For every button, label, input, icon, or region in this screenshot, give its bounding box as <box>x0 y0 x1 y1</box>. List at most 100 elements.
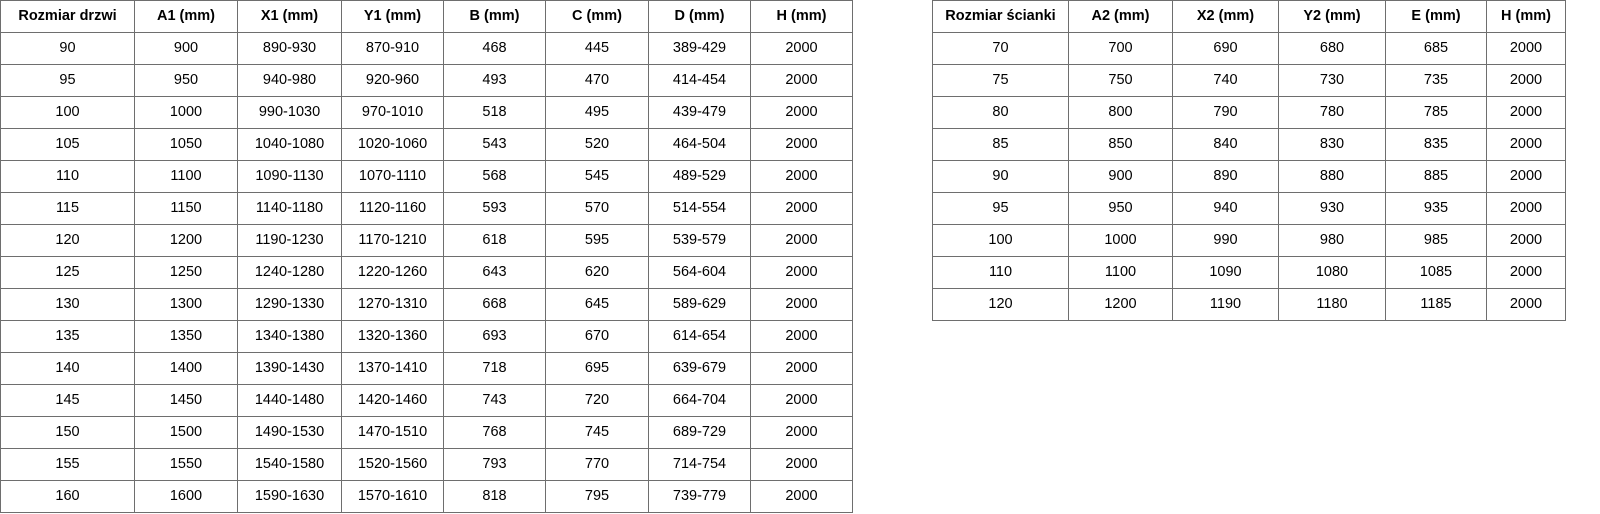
table-cell: 2000 <box>750 256 853 289</box>
door-column-header: D (mm) <box>648 0 751 33</box>
table-cell: 785 <box>1385 96 1487 129</box>
table-cell: 835 <box>1385 128 1487 161</box>
table-cell: 850 <box>1068 128 1173 161</box>
table-cell: 840 <box>1172 128 1279 161</box>
table-cell: 730 <box>1278 64 1386 97</box>
door-size-table: Rozmiar drzwi A1 (mm) X1 (mm) Y1 (mm) B (mm)… <box>0 0 853 513</box>
table-cell: 95 <box>0 64 135 97</box>
table-cell: 100 <box>0 96 135 129</box>
table-cell: 750 <box>1068 64 1173 97</box>
table-cell: 120 <box>932 288 1069 321</box>
table-cell: 439-479 <box>648 96 751 129</box>
table-cell: 110 <box>0 160 135 193</box>
wall-column-header: X2 (mm) <box>1172 0 1279 33</box>
table-cell: 105 <box>0 128 135 161</box>
table-row: 135 1350 1340-1380 1320-1360 693 670 614-654 20… <box>0 320 853 353</box>
table-cell: 950 <box>1068 192 1173 225</box>
table-cell: 155 <box>0 448 135 481</box>
table-cell: 695 <box>545 352 649 385</box>
table-row: 95 950 940 930 935 2000 <box>932 192 1566 225</box>
table-cell: 1490-1530 <box>237 416 342 449</box>
table-cell: 135 <box>0 320 135 353</box>
table-cell: 2000 <box>750 64 853 97</box>
door-column-header: X1 (mm) <box>237 0 342 33</box>
wall-column-header: E (mm) <box>1385 0 1487 33</box>
table-cell: 160 <box>0 480 135 513</box>
table-cell: 940-980 <box>237 64 342 97</box>
table-cell: 120 <box>0 224 135 257</box>
table-cell: 1440-1480 <box>237 384 342 417</box>
table-cell: 2000 <box>750 448 853 481</box>
table-cell: 2000 <box>750 384 853 417</box>
door-column-header: H (mm) <box>750 0 853 33</box>
table-cell: 670 <box>545 320 649 353</box>
table-cell: 2000 <box>1486 160 1566 193</box>
table-cell: 1370-1410 <box>341 352 444 385</box>
table-cell: 539-579 <box>648 224 751 257</box>
table-cell: 70 <box>932 32 1069 65</box>
table-cell: 2000 <box>1486 224 1566 257</box>
table-cell: 1040-1080 <box>237 128 342 161</box>
table-cell: 950 <box>134 64 238 97</box>
table-cell: 1050 <box>134 128 238 161</box>
table-row: 150 1500 1490-1530 1470-1510 768 745 689-729 20… <box>0 416 853 449</box>
table-cell: 1170-1210 <box>341 224 444 257</box>
table-cell: 740 <box>1172 64 1279 97</box>
wall-size-table: Rozmiar ścianki A2 (mm) X2 (mm) Y2 (mm) E (m… <box>932 0 1566 321</box>
table-cell: 568 <box>443 160 546 193</box>
table-cell: 2000 <box>750 480 853 513</box>
table-cell: 85 <box>932 128 1069 161</box>
table-cell: 890-930 <box>237 32 342 65</box>
table-row: 95 950 940-980 920-960 493 470 414-454 2000 <box>0 64 853 97</box>
table-row: 100 1000 990-1030 970-1010 518 495 439-479 2000 <box>0 96 853 129</box>
table-cell: 1340-1380 <box>237 320 342 353</box>
table-cell: 1220-1260 <box>341 256 444 289</box>
table-cell: 1540-1580 <box>237 448 342 481</box>
table-cell: 520 <box>545 128 649 161</box>
table-cell: 680 <box>1278 32 1386 65</box>
door-column-header: B (mm) <box>443 0 546 33</box>
table-cell: 570 <box>545 192 649 225</box>
table-cell: 620 <box>545 256 649 289</box>
table-cell: 2000 <box>750 160 853 193</box>
table-row: 120 1200 1190-1230 1170-1210 618 595 539-579 20… <box>0 224 853 257</box>
table-row: 125 1250 1240-1280 1220-1260 643 620 564-604 20… <box>0 256 853 289</box>
table-cell: 125 <box>0 256 135 289</box>
table-cell: 735 <box>1385 64 1487 97</box>
table-cell: 2000 <box>750 128 853 161</box>
table-cell: 900 <box>1068 160 1173 193</box>
table-cell: 1200 <box>134 224 238 257</box>
table-cell: 990 <box>1172 224 1279 257</box>
wall-column-header: Rozmiar ścianki <box>932 0 1069 33</box>
table-cell: 2000 <box>1486 96 1566 129</box>
table-cell: 980 <box>1278 224 1386 257</box>
table-cell: 1070-1110 <box>341 160 444 193</box>
table-row: 155 1550 1540-1580 1520-1560 793 770 714-754 20… <box>0 448 853 481</box>
table-cell: 685 <box>1385 32 1487 65</box>
table-cell: 800 <box>1068 96 1173 129</box>
table-cell: 1570-1610 <box>341 480 444 513</box>
wall-table-header: Rozmiar ścianki A2 (mm) X2 (mm) Y2 (mm) E (m… <box>932 0 1566 33</box>
table-cell: 1320-1360 <box>341 320 444 353</box>
table-cell: 614-654 <box>648 320 751 353</box>
table-cell: 130 <box>0 288 135 321</box>
table-cell: 1190-1230 <box>237 224 342 257</box>
table-cell: 445 <box>545 32 649 65</box>
door-column-header: C (mm) <box>545 0 649 33</box>
table-cell: 1080 <box>1278 256 1386 289</box>
table-cell: 468 <box>443 32 546 65</box>
table-cell: 668 <box>443 288 546 321</box>
door-table-header: Rozmiar drzwi A1 (mm) X1 (mm) Y1 (mm) B (mm)… <box>0 0 853 33</box>
table-cell: 870-910 <box>341 32 444 65</box>
table-cell: 830 <box>1278 128 1386 161</box>
table-cell: 564-604 <box>648 256 751 289</box>
table-cell: 80 <box>932 96 1069 129</box>
table-cell: 693 <box>443 320 546 353</box>
table-cell: 75 <box>932 64 1069 97</box>
table-cell: 1100 <box>1068 256 1173 289</box>
table-row: 110 1100 1090-1130 1070-1110 568 545 489-529 20… <box>0 160 853 193</box>
table-cell: 1550 <box>134 448 238 481</box>
table-cell: 645 <box>545 288 649 321</box>
table-cell: 639-679 <box>648 352 751 385</box>
table-cell: 1350 <box>134 320 238 353</box>
